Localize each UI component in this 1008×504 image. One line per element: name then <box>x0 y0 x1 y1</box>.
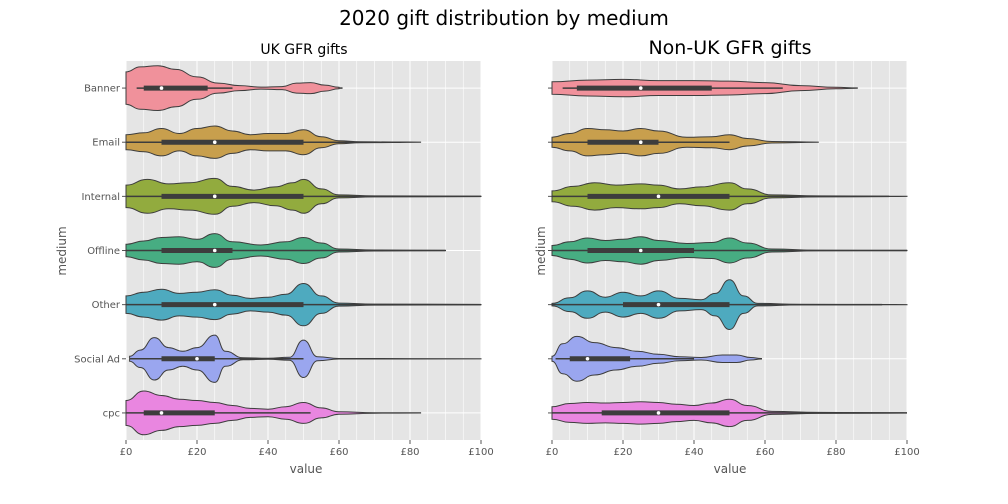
non-uk-y-axis-label: medium <box>534 226 548 275</box>
uk-y-axis-label: medium <box>55 226 69 275</box>
median-dot-email <box>212 140 217 145</box>
y-tick-label-internal: Internal <box>81 192 120 203</box>
y-tick-label-cpc: cpc <box>103 408 120 419</box>
median-dot-social-ad <box>195 356 199 361</box>
x-tick-label: £60 <box>329 447 348 458</box>
x-tick-label: £60 <box>755 447 774 458</box>
violin-social-ad <box>129 334 482 383</box>
x-tick-label: £0 <box>120 447 133 458</box>
non-uk-x-axis-label: value <box>714 462 747 476</box>
median-dot-internal <box>212 194 217 199</box>
median-dot-other <box>656 302 661 307</box>
non-uk-gfr-gifts-panel: Non-UK GFR gifts value medium £0 £20 £40 £6… <box>534 37 920 476</box>
median-dot-cpc <box>656 411 661 415</box>
uk-panel-title: UK GFR gifts <box>260 42 347 58</box>
x-tick-label: £40 <box>258 447 277 458</box>
y-tick-label-offline: Offline <box>87 246 120 257</box>
x-tick-label: £100 <box>894 447 919 458</box>
median-dot-social-ad <box>585 356 590 361</box>
x-tick-label: £40 <box>684 447 703 458</box>
x-tick-label: £80 <box>826 447 845 458</box>
x-tick-label: £20 <box>187 447 206 458</box>
x-tick-label: £80 <box>400 447 419 458</box>
x-tick-label: £100 <box>468 447 493 458</box>
median-dot-offline <box>212 248 217 253</box>
non-uk-panel-title: Non-UK GFR gifts <box>648 37 811 59</box>
y-tick-label-social-ad: Social Ad <box>74 354 120 365</box>
x-tick-label: £0 <box>546 447 559 458</box>
median-dot-email <box>638 140 643 145</box>
median-dot-cpc <box>159 411 164 415</box>
median-dot-banner <box>159 86 164 90</box>
y-tick-label-email: Email <box>92 138 120 149</box>
median-dot-offline <box>638 248 643 253</box>
uk-x-axis-label: value <box>290 462 323 476</box>
median-dot-banner <box>638 86 643 90</box>
y-tick-label-banner: Banner <box>84 84 121 95</box>
median-dot-other <box>212 302 217 307</box>
x-tick-label: £20 <box>613 447 632 458</box>
y-tick-label-other: Other <box>92 300 121 311</box>
figure-title: 2020 gift distribution by medium <box>339 6 669 30</box>
median-dot-internal <box>656 194 661 199</box>
uk-gfr-gifts-panel: UK GFR gifts value medium £0 £20 £40 £60 £80… <box>55 42 494 476</box>
